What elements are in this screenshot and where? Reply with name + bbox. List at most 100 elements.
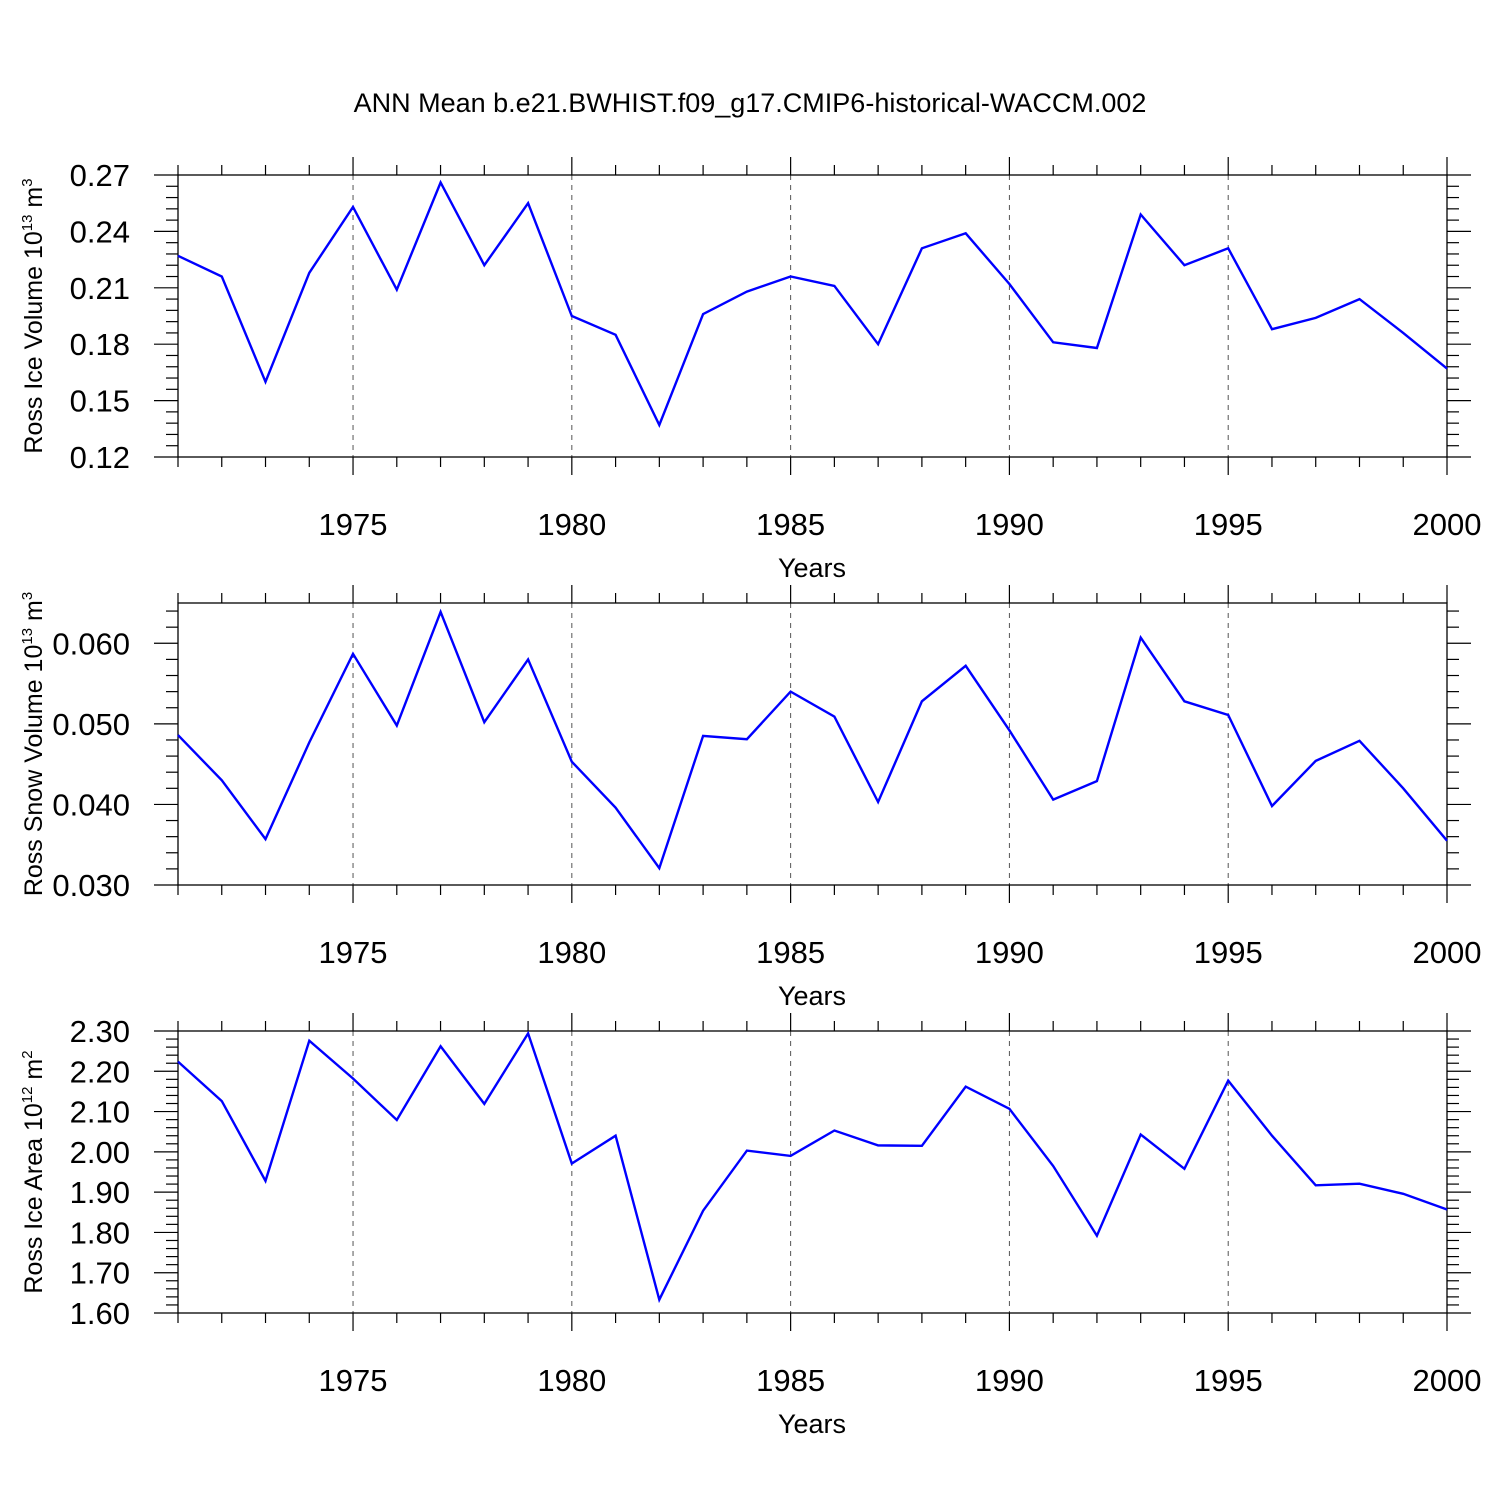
x-tick-label: 2000 xyxy=(1413,507,1482,542)
data-point xyxy=(220,1099,224,1103)
x-tick-label: 2000 xyxy=(1413,1363,1482,1398)
data-point xyxy=(1226,246,1230,250)
y-tick-label: 0.24 xyxy=(70,214,130,249)
data-point xyxy=(745,1149,749,1153)
y-axis-label-unit-exponent: 3 xyxy=(19,592,36,600)
y-axis-label-unit-exponent: 3 xyxy=(19,178,36,186)
data-point xyxy=(1182,1167,1186,1171)
y-axis-label-unit-exponent: 2 xyxy=(19,1050,36,1058)
y-tick-label: 0.060 xyxy=(52,626,130,661)
data-point xyxy=(832,284,836,288)
data-point xyxy=(570,1162,574,1166)
plot-frame xyxy=(177,174,1448,458)
data-point xyxy=(1401,1192,1405,1196)
x-tick-label: 1995 xyxy=(1194,507,1263,542)
y-axis-label-exponent: 12 xyxy=(19,1087,36,1104)
data-point xyxy=(745,290,749,294)
data-point xyxy=(395,288,399,292)
y-tick-label: 0.030 xyxy=(52,868,130,903)
data-point xyxy=(657,866,661,870)
data-point xyxy=(439,610,443,614)
x-tick-label: 1980 xyxy=(537,1363,606,1398)
series-line xyxy=(177,179,1448,428)
data-point xyxy=(1357,1182,1361,1186)
data-point xyxy=(1139,636,1143,640)
y-axis-label-exponent: 13 xyxy=(19,215,36,232)
data-point xyxy=(1007,1107,1011,1111)
data-point xyxy=(876,800,880,804)
x-tick-label: 1980 xyxy=(537,507,606,542)
data-point xyxy=(614,806,618,810)
data-point xyxy=(307,1039,311,1043)
y-tick-label: 0.15 xyxy=(70,384,130,419)
data-point xyxy=(220,778,224,782)
data-point xyxy=(1270,327,1274,331)
x-axis-label: Years xyxy=(778,553,846,583)
series-line xyxy=(177,1030,1448,1304)
y-tick-label: 0.040 xyxy=(52,787,130,822)
data-point xyxy=(789,1154,793,1158)
chart-panel-2: 0.030 0.040 0.050 0.060 1975 1980 1985 1990 1995… xyxy=(19,585,1481,1011)
data-point xyxy=(220,275,224,279)
data-point xyxy=(832,1129,836,1133)
data-point xyxy=(176,254,180,258)
data-point xyxy=(701,312,705,316)
y-axis-label: Ross Ice Area 1012 m2 xyxy=(19,1050,48,1293)
chart-title: ANN Mean b.e21.BWHIST.f09_g17.CMIP6-hist… xyxy=(354,88,1147,118)
x-tick-label: 1985 xyxy=(756,1363,825,1398)
data-point xyxy=(920,246,924,250)
y-tick-label: 2.30 xyxy=(70,1014,130,1049)
data-point xyxy=(701,1209,705,1213)
y-axis-label-text: Ross Snow Volume 10 xyxy=(20,645,48,897)
x-tick-label: 2000 xyxy=(1413,935,1482,970)
x-tick-label: 1985 xyxy=(756,507,825,542)
data-point xyxy=(1182,699,1186,703)
x-tick-label: 1975 xyxy=(319,935,388,970)
x-tick-label: 1975 xyxy=(319,507,388,542)
data-point xyxy=(1357,297,1361,301)
data-point xyxy=(395,723,399,727)
x-axis-label: Years xyxy=(778,981,846,1011)
x-axis-label: Years xyxy=(778,1409,846,1439)
y-axis-label: Ross Ice Volume 1013 m3 xyxy=(19,178,48,453)
y-tick-label: 1.80 xyxy=(70,1215,130,1250)
data-point xyxy=(482,263,486,267)
plot-frame xyxy=(177,1030,1448,1314)
data-point xyxy=(526,1031,530,1035)
x-tick-label: 1990 xyxy=(975,1363,1044,1398)
y-axis-label-exponent: 13 xyxy=(19,628,36,645)
y-tick-label: 0.050 xyxy=(52,707,130,742)
y-axis-label-unit: m xyxy=(20,600,48,628)
data-point xyxy=(1445,1207,1449,1211)
data-point xyxy=(920,699,924,703)
data-point xyxy=(1401,786,1405,790)
x-tick-label: 1990 xyxy=(975,507,1044,542)
x-tick-label: 1995 xyxy=(1194,935,1263,970)
data-point xyxy=(351,205,355,209)
data-point xyxy=(1270,804,1274,808)
data-point xyxy=(1139,1133,1143,1137)
data-point xyxy=(789,275,793,279)
data-point xyxy=(964,231,968,235)
data-point xyxy=(832,715,836,719)
series-line xyxy=(177,608,1448,871)
y-tick-label: 0.27 xyxy=(70,158,130,193)
data-point xyxy=(1007,728,1011,732)
data-point xyxy=(701,734,705,738)
y-tick-label: 0.21 xyxy=(70,271,130,306)
data-point xyxy=(657,423,661,427)
data-point xyxy=(1314,1183,1318,1187)
y-tick-label: 1.60 xyxy=(70,1296,130,1331)
data-point xyxy=(482,720,486,724)
data-point xyxy=(789,690,793,694)
y-tick-label: 0.18 xyxy=(70,327,130,362)
data-point xyxy=(614,1134,618,1138)
data-point xyxy=(1270,1134,1274,1138)
data-point xyxy=(1226,1079,1230,1083)
data-point xyxy=(570,314,574,318)
data-point xyxy=(1007,282,1011,286)
data-point xyxy=(307,271,311,275)
data-point xyxy=(1445,367,1449,371)
data-point xyxy=(1139,212,1143,216)
x-tick-label: 1975 xyxy=(319,1363,388,1398)
